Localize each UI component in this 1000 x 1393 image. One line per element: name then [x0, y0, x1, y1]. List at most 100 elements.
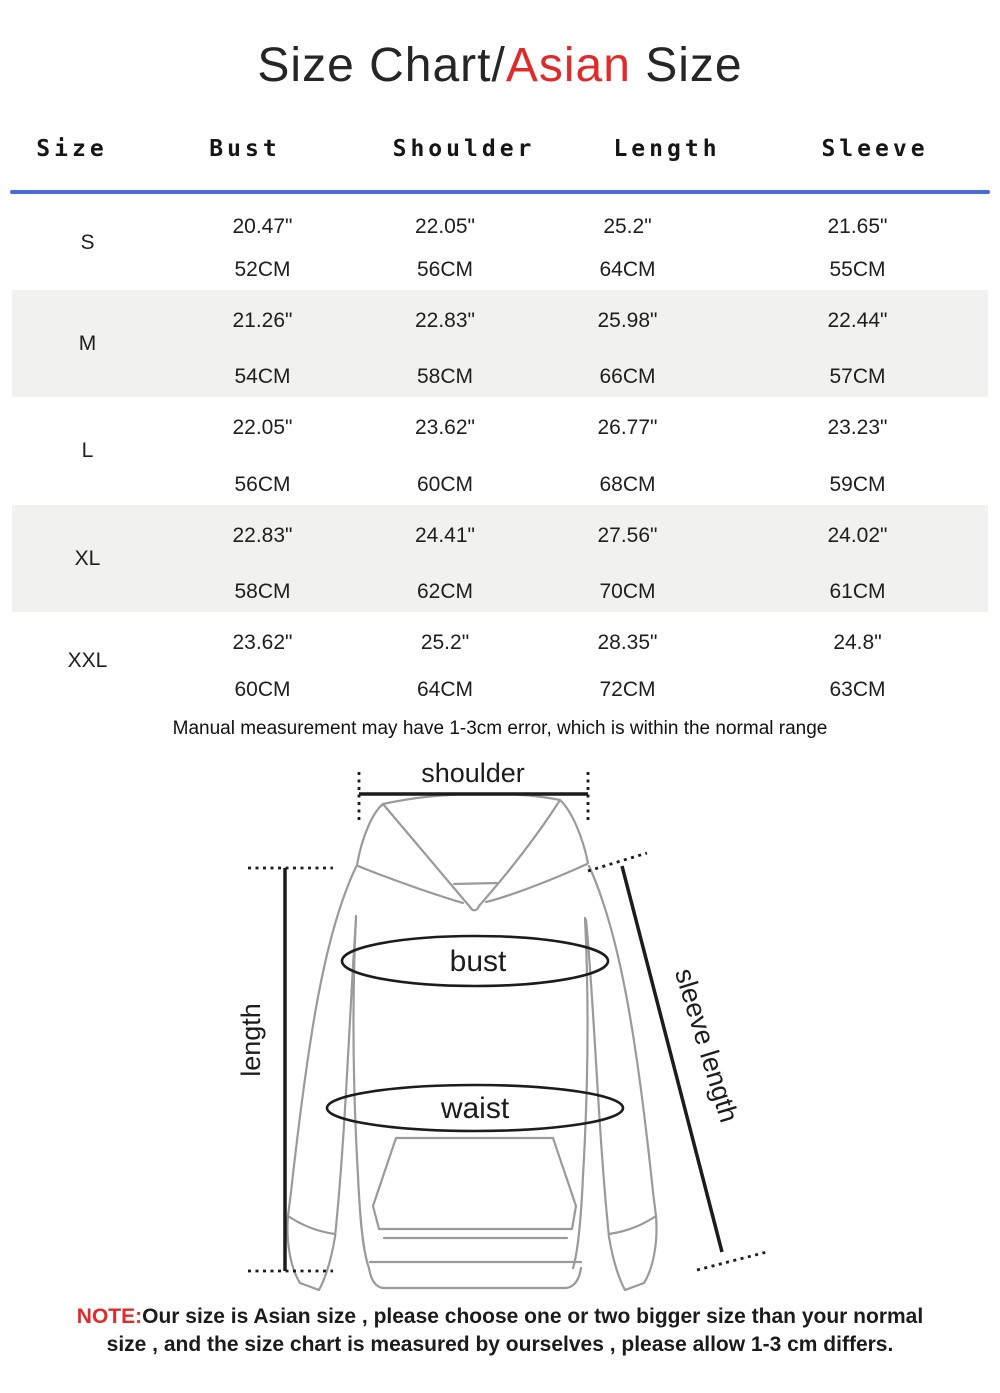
- cell-inch: 23.23": [827, 416, 888, 439]
- bust-cell: 23.62" 60CM: [175, 612, 350, 710]
- sleeve-cell: 21.65" 55CM: [715, 196, 1000, 290]
- waist-girth-ellipse: [325, 1083, 625, 1133]
- title-highlight: Asian: [505, 39, 631, 92]
- cell-cm: 57CM: [829, 365, 886, 388]
- cell-cm: 63CM: [829, 678, 886, 701]
- cell-inch: 21.26": [232, 309, 293, 332]
- cell-inch: 22.44": [827, 309, 888, 332]
- size-label: XL: [74, 546, 101, 570]
- cell-inch: 24.02": [827, 524, 888, 547]
- table-row-xxl: XXL 23.62" 60CM 25.2" 64CM 28.35" 72CM 24.8…: [0, 612, 1000, 710]
- col-header-bust: Bust: [209, 136, 281, 162]
- hoodie-measurement-diagram: shoulder length sleeve length bust waist: [236, 758, 768, 1292]
- cell-inch: 25.2": [420, 631, 470, 654]
- table-row-m: M 21.26" 54CM 22.83" 58CM 25.98" 66CM 22.44…: [0, 290, 1000, 397]
- cell-cm: 64CM: [416, 678, 474, 701]
- size-label: S: [80, 231, 95, 254]
- cell-cm: 72CM: [599, 678, 656, 701]
- table-row-l: L 22.05" 56CM 23.62" 60CM 26.77" 68CM 23.23…: [0, 397, 1000, 505]
- bust-label: bust: [450, 945, 507, 978]
- cell-inch: 27.56": [597, 524, 658, 547]
- col-header-shoulder: Shoulder: [392, 136, 536, 162]
- sleeve-length-label: sleeve length: [669, 965, 744, 1126]
- cell-inch: 25.2": [603, 215, 652, 238]
- cell-cm: 61CM: [829, 580, 886, 603]
- sleeve-cell: 22.44" 57CM: [715, 290, 1000, 397]
- col-header-length: Length: [613, 136, 721, 162]
- cell-cm: 54CM: [234, 365, 291, 388]
- sleeve-tick-top: [587, 851, 648, 873]
- cell-inch: 21.65": [827, 215, 888, 238]
- bust-cell: 21.26" 54CM: [175, 290, 350, 397]
- size-table: S 20.47" 52CM 22.05" 56CM 25.2" 64CM 21.65"…: [0, 196, 1000, 710]
- shoulder-cell: 22.05" 56CM: [350, 196, 540, 290]
- length-cell: 25.2" 64CM: [540, 196, 715, 290]
- sleeve-measure-line: [620, 865, 724, 1253]
- cell-inch: 22.83": [232, 524, 293, 547]
- table-row-s: S 20.47" 52CM 22.05" 56CM 25.2" 64CM 21.65"…: [0, 196, 1000, 290]
- sleeve-tick-bottom: [696, 1250, 768, 1272]
- cell-cm: 56CM: [234, 473, 291, 496]
- bust-cell: 22.83" 58CM: [175, 505, 350, 612]
- cell-cm: 59CM: [829, 473, 886, 496]
- cell-cm: 60CM: [234, 678, 291, 701]
- bust-girth-ellipse: [340, 934, 610, 988]
- cell-cm: 64CM: [599, 258, 656, 281]
- length-cell: 27.56" 70CM: [540, 505, 715, 612]
- cell-inch: 20.47": [232, 215, 293, 238]
- sleeve-cell: 23.23" 59CM: [715, 397, 1000, 505]
- hoodie-outline: [286, 792, 658, 1292]
- shoulder-cell: 24.41" 62CM: [350, 505, 540, 612]
- cell-inch: 23.62": [232, 631, 293, 654]
- bust-cell: 20.47" 52CM: [175, 196, 350, 290]
- cell-inch: 25.98": [597, 309, 658, 332]
- cell-cm: 56CM: [416, 258, 474, 281]
- waist-label: waist: [440, 1092, 510, 1125]
- length-cell: 26.77" 68CM: [540, 397, 715, 505]
- cell-cm: 62CM: [416, 580, 474, 603]
- title-prefix: Size Chart/: [257, 39, 506, 92]
- col-header-sleeve: Sleeve: [821, 136, 929, 162]
- shoulder-cell: 25.2" 64CM: [350, 612, 540, 710]
- cell-cm: 70CM: [599, 580, 656, 603]
- size-label: M: [78, 331, 97, 355]
- cell-inch: 26.77": [597, 416, 658, 439]
- table-row-xl: XL 22.83" 58CM 24.41" 62CM 27.56" 70CM 24.0…: [0, 505, 1000, 612]
- cell-cm: 66CM: [599, 365, 656, 388]
- shoulder-cell: 23.62" 60CM: [350, 397, 540, 505]
- footer-line-2: size , and the size chart is measured by…: [106, 1333, 894, 1356]
- length-cell: 25.98" 66CM: [540, 290, 715, 397]
- size-label: L: [81, 439, 94, 462]
- cell-inch: 28.35": [597, 631, 658, 654]
- cell-inch: 22.83": [414, 309, 475, 332]
- col-header-size: Size: [36, 136, 108, 162]
- measurement-marks: [248, 772, 768, 1273]
- cell-cm: 60CM: [416, 473, 474, 496]
- measurement-tolerance-note: Manual measurement may have 1-3cm error,…: [172, 718, 828, 739]
- cell-inch: 24.41": [414, 524, 475, 547]
- cell-cm: 58CM: [234, 580, 291, 603]
- cell-cm: 52CM: [234, 258, 291, 281]
- cell-inch: 22.05": [232, 416, 293, 439]
- footer-line-1-text: Our size is Asian size , please choose o…: [142, 1305, 924, 1328]
- cell-inch: 22.05": [414, 215, 475, 238]
- footer-note: NOTE:Our size is Asian size , please cho…: [40, 1303, 960, 1359]
- cell-cm: 68CM: [599, 473, 656, 496]
- footer-line-1: NOTE:Our size is Asian size , please cho…: [40, 1303, 960, 1331]
- length-label: length: [236, 1003, 266, 1077]
- sleeve-cell: 24.02" 61CM: [715, 505, 1000, 612]
- shoulder-label: shoulder: [421, 758, 525, 788]
- page-title: Size Chart/Asian Size: [0, 38, 1000, 93]
- cell-cm: 55CM: [829, 258, 886, 281]
- sleeve-cell: 24.8" 63CM: [715, 612, 1000, 710]
- header-divider: [10, 190, 990, 194]
- cell-cm: 58CM: [416, 365, 474, 388]
- note-label: NOTE:: [76, 1305, 143, 1328]
- cell-inch: 24.8": [833, 631, 882, 654]
- title-suffix: Size: [630, 39, 743, 92]
- bust-cell: 22.05" 56CM: [175, 397, 350, 505]
- cell-inch: 23.62": [414, 416, 475, 439]
- shoulder-cell: 22.83" 58CM: [350, 290, 540, 397]
- length-cell: 28.35" 72CM: [540, 612, 715, 710]
